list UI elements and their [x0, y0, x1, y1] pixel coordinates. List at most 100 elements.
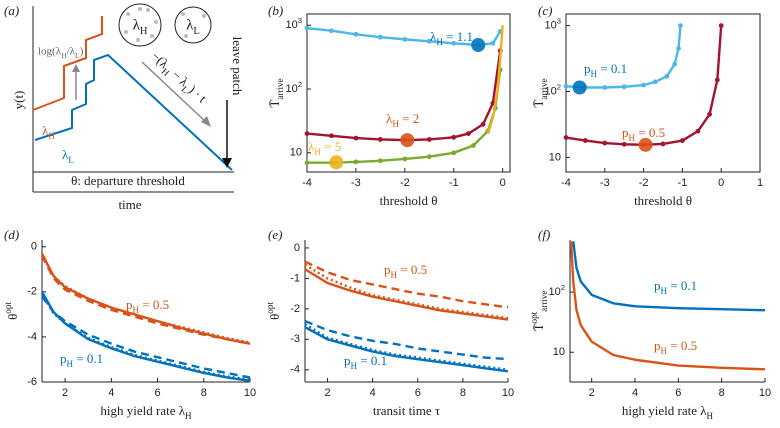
series-label: pH = 0.5 — [384, 262, 427, 280]
x-axis-label: high yield rate λH — [622, 403, 714, 421]
plot-frame — [306, 13, 511, 173]
annotation: λH — [42, 123, 55, 141]
series-line — [41, 295, 251, 379]
data-point — [660, 141, 666, 147]
x-tick-label: 2 — [589, 387, 595, 399]
data-point — [680, 138, 685, 143]
x-tick-label: 6 — [675, 387, 681, 399]
optimum-marker — [572, 80, 587, 95]
data-point — [353, 159, 359, 165]
x-tick-label: 6 — [415, 387, 421, 399]
data-point — [718, 23, 724, 29]
series-line — [304, 323, 509, 371]
annotation: θ: departure threshold — [71, 173, 185, 188]
x-tick-label: 0 — [500, 177, 506, 189]
trace-high — [32, 16, 103, 111]
data-point — [678, 23, 683, 29]
y-tick-label: -6 — [27, 376, 37, 388]
x-tick-label: 2 — [62, 387, 68, 399]
data-point — [676, 46, 681, 51]
series-line — [40, 255, 251, 345]
x-tick-label: 4 — [370, 387, 376, 399]
series-line — [304, 260, 509, 309]
series-line — [572, 241, 766, 312]
data-point — [304, 25, 310, 31]
y-tick-label: 0 — [31, 241, 37, 253]
x-tick-label: 10 — [244, 387, 256, 399]
x-tick-label: -3 — [351, 177, 361, 189]
data-point — [451, 40, 457, 46]
y-tick-label: -1 — [290, 272, 300, 284]
panel-a: (a) log(λH/λL) −(λH − λL) · t leave patc… — [4, 3, 245, 212]
panel: (e) 2 4 6 8 10 0 -1 -2 -3 -4 transit time τ θopt pH =… — [265, 227, 514, 418]
data-point — [377, 158, 383, 164]
y-axis-label: y(t) — [11, 91, 26, 110]
y-tick-label: -4 — [290, 364, 300, 376]
x-tick-label: -1 — [678, 177, 688, 189]
y-tick-label: 10 — [553, 346, 565, 358]
data-point — [466, 131, 471, 136]
arrowhead — [201, 116, 211, 127]
y-tick-label: 10 — [549, 151, 561, 163]
x-tick-label: 4 — [108, 387, 114, 399]
data-point — [329, 133, 334, 139]
series-label: λH = 2 — [386, 111, 419, 129]
series-label: λH = 5 — [308, 139, 341, 157]
data-point — [304, 160, 310, 166]
data-point — [672, 61, 678, 67]
data-point — [714, 77, 720, 83]
data-point — [602, 85, 608, 90]
series-label: pH = 0.5 — [126, 297, 169, 315]
x-tick-label: 4 — [632, 387, 638, 399]
data-point — [621, 141, 627, 147]
y-tick-label: -3 — [290, 333, 300, 345]
optimum-marker — [471, 37, 486, 52]
arrowhead — [222, 158, 232, 168]
y-axis-label: θopt — [3, 302, 20, 320]
x-axis-label: high yield rate λH — [100, 403, 192, 421]
y-tick-label: 10 — [290, 147, 302, 159]
series-label: pH = 0.1 — [60, 351, 103, 369]
x-tick-label: 6 — [154, 387, 160, 399]
panel-label: (a) — [4, 3, 19, 18]
data-point — [304, 131, 310, 136]
y-tick-label: -2 — [27, 286, 37, 298]
x-tick-label: 1 — [757, 177, 763, 189]
y-tick-label: 102 — [285, 80, 302, 95]
x-tick-label: 8 — [201, 387, 207, 399]
series-line — [486, 25, 504, 134]
data-point — [377, 34, 383, 40]
annotation: λL — [62, 147, 74, 165]
data-point — [377, 137, 383, 142]
panel-label: (e) — [268, 227, 282, 242]
data-point — [426, 137, 432, 142]
data-point — [329, 28, 334, 34]
data-point — [451, 134, 457, 140]
x-tick-label: 10 — [502, 387, 514, 399]
x-tick-label: -4 — [561, 177, 571, 189]
panel-label: (d) — [4, 227, 19, 242]
x-tick-label: -2 — [639, 177, 649, 189]
x-tick-label: -1 — [449, 177, 459, 189]
y-tick-label: 103 — [285, 16, 302, 31]
y-axis-label: θopt — [265, 302, 282, 320]
plot-frame — [565, 13, 761, 173]
y-tick-label: 0 — [294, 242, 300, 254]
data-point — [695, 128, 701, 134]
optimum-marker — [400, 133, 415, 148]
x-axis-label: transit time τ — [373, 403, 440, 418]
series-line — [304, 319, 509, 361]
data-point — [563, 135, 569, 140]
series-line — [565, 25, 682, 89]
data-point — [641, 82, 646, 88]
x-tick-label: 0 — [718, 177, 724, 189]
x-tick-label: 8 — [460, 387, 466, 399]
data-point — [563, 83, 569, 89]
data-point — [707, 111, 712, 117]
y-axis-label: T̄arrive — [531, 78, 549, 107]
optimum-marker — [638, 137, 653, 152]
data-point — [583, 138, 588, 143]
